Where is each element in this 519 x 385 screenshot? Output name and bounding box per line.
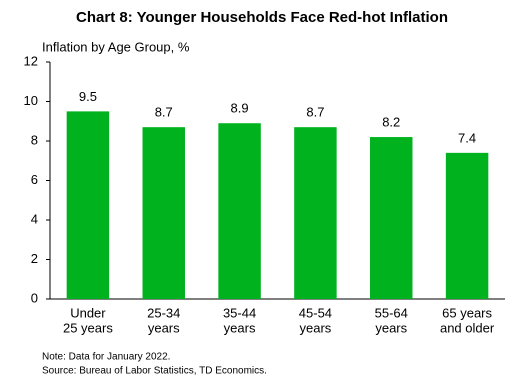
- data-label: 8.9: [231, 101, 249, 116]
- data-label: 8.2: [382, 114, 400, 129]
- x-tick-label: years: [224, 320, 256, 335]
- data-label: 7.4: [458, 130, 476, 145]
- bar: [445, 152, 489, 299]
- bar: [66, 111, 110, 299]
- x-tick-label: Under: [70, 305, 106, 320]
- y-tick-label: 12: [24, 53, 38, 68]
- y-tick-label: 10: [24, 93, 38, 108]
- y-tick-label: 6: [31, 172, 38, 187]
- data-label: 9.5: [79, 89, 97, 104]
- bar: [370, 137, 413, 299]
- x-tick-label: years: [148, 320, 180, 335]
- chart-title: Chart 8: Younger Households Face Red-hot…: [76, 9, 448, 26]
- note: Note: Data for January 2022.: [42, 352, 170, 363]
- x-tick-label: 25-34: [147, 305, 180, 320]
- x-tick-label: years: [375, 320, 407, 335]
- y-axis-label: Inflation by Age Group, %: [42, 39, 190, 54]
- x-tick-label: 65 years: [442, 305, 492, 320]
- x-tick-label: 55-64: [375, 305, 408, 320]
- y-tick-label: 0: [31, 290, 38, 305]
- data-label: 8.7: [155, 105, 173, 120]
- x-tick-label: 25 years: [63, 320, 113, 335]
- x-tick-label: and older: [440, 320, 495, 335]
- x-tick-label: 45-54: [299, 305, 332, 320]
- source: Source: Bureau of Labor Statistics, TD E…: [42, 366, 267, 377]
- data-label: 8.7: [306, 105, 324, 120]
- x-tick-label: years: [300, 320, 332, 335]
- bar: [218, 123, 261, 299]
- y-tick-label: 4: [31, 211, 38, 226]
- y-tick-label: 2: [31, 251, 38, 266]
- bar: [142, 127, 185, 299]
- bar: [294, 127, 337, 299]
- x-tick-label: 35-44: [223, 305, 256, 320]
- y-tick-label: 8: [31, 132, 38, 147]
